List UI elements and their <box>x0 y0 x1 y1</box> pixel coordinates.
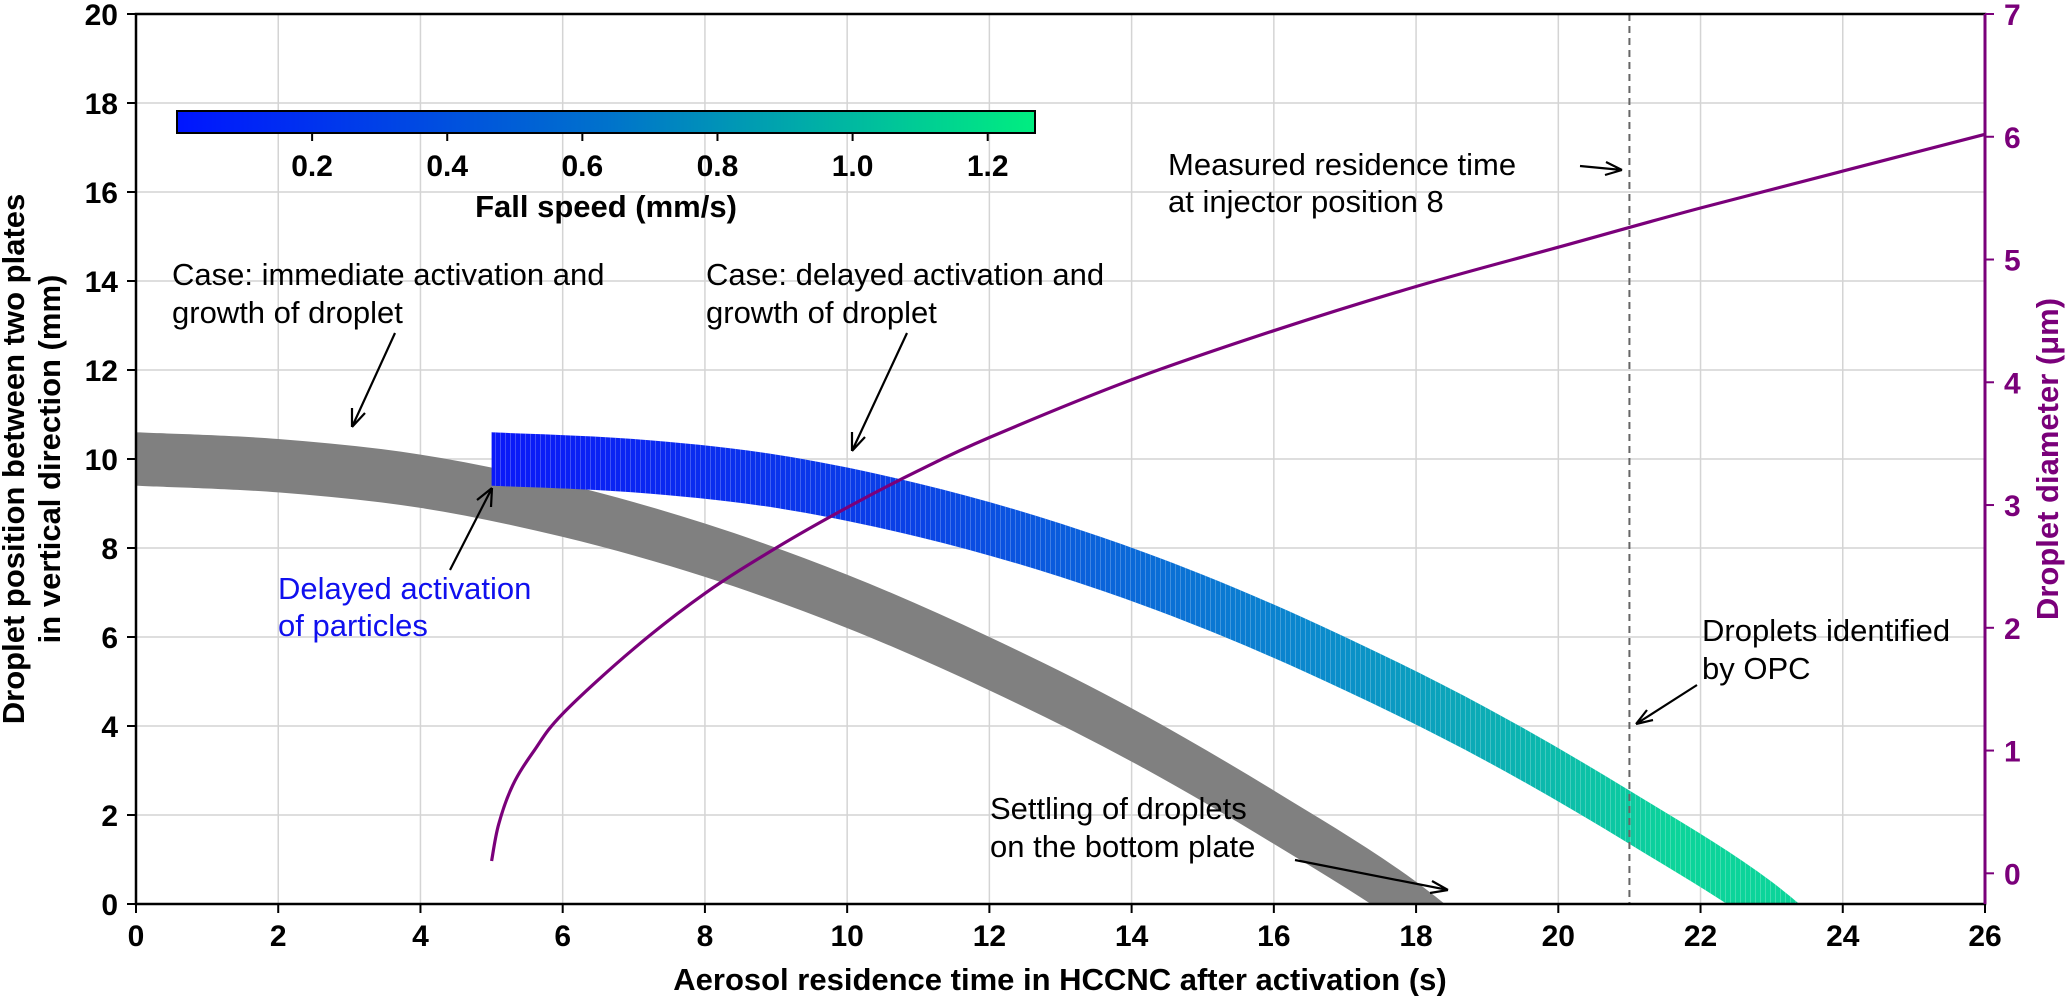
x-tick-label-3: 6 <box>554 920 571 953</box>
colorbar-tick-label-0: 0.2 <box>291 150 333 183</box>
x-tick-label-12: 24 <box>1826 920 1860 953</box>
colorbar-tick-label-1: 0.4 <box>426 150 468 183</box>
annotation-delayed-case-line2: growth of droplet <box>706 295 937 330</box>
annotation-measured-time-line1: Measured residence time <box>1168 147 1516 182</box>
right-tick-label-4: 4 <box>2004 367 2021 400</box>
arrow-delayed-case <box>850 332 908 452</box>
colorbar: 0.2 0.4 0.6 0.8 1.0 1.2 Fall speed (mm/s) <box>176 110 1036 224</box>
annotation-settling: Settling of droplets on the bottom plate <box>990 791 1255 864</box>
annotation-immediate: Case: immediate activation and growth of… <box>172 257 605 330</box>
colorbar-tick-label-4: 1.0 <box>832 150 874 183</box>
y-tick-label-3: 6 <box>101 622 118 655</box>
x-tick-label-13: 26 <box>1968 920 2001 953</box>
annotation-opc: Droplets identified by OPC <box>1702 613 1950 686</box>
y-axis-label-line1: Droplet position between two plates <box>0 194 31 724</box>
x-tick-label-10: 20 <box>1542 920 1575 953</box>
colorbar-ticks: 0.2 0.4 0.6 0.8 1.0 1.2 <box>291 133 1009 183</box>
arrow-opc <box>1635 684 1698 726</box>
annotation-measured-time-line2: at injector position 8 <box>1168 184 1444 219</box>
right-tick-label-7: 7 <box>2004 0 2021 32</box>
x-tick-label-6: 12 <box>973 920 1006 953</box>
annotation-delayed-activation: Delayed activation of particles <box>278 571 531 643</box>
annotation-opc-line1: Droplets identified <box>1702 613 1950 648</box>
band-delayed-activation <box>491 432 1800 904</box>
x-tick-label-8: 16 <box>1257 920 1290 953</box>
y-tick-label-2: 4 <box>101 711 118 744</box>
arrow-measured-time <box>1579 161 1623 177</box>
x-tick-label-1: 2 <box>270 920 287 953</box>
right-axis-ticks: 0 1 2 3 4 5 6 7 <box>1985 0 2021 891</box>
colorbar-bar <box>176 110 1036 134</box>
x-tick-label-11: 22 <box>1684 920 1717 953</box>
right-tick-label-1: 1 <box>2004 736 2021 769</box>
arrow-delayed-activation <box>449 487 494 571</box>
x-axis-ticks: 0 2 4 6 8 10 12 14 16 18 20 22 24 26 <box>128 904 2002 953</box>
y-tick-label-10: 20 <box>85 0 118 32</box>
y-tick-label-7: 14 <box>85 266 119 299</box>
annotation-immediate-line2: growth of droplet <box>172 295 403 330</box>
colorbar-tick-label-3: 0.8 <box>697 150 739 183</box>
x-tick-label-2: 4 <box>412 920 429 953</box>
right-tick-label-6: 6 <box>2004 122 2021 155</box>
x-tick-label-9: 18 <box>1399 920 1432 953</box>
colorbar-tick-label-5: 1.2 <box>967 150 1009 183</box>
y-tick-label-8: 16 <box>85 177 118 210</box>
right-tick-label-0: 0 <box>2004 858 2021 891</box>
arrow-immediate <box>350 332 397 428</box>
colorbar-label: Fall speed (mm/s) <box>475 189 737 224</box>
annotation-delayed-activation-line1: Delayed activation <box>278 571 531 606</box>
x-tick-label-4: 8 <box>697 920 714 953</box>
droplet-diameter-line <box>490 132 1985 862</box>
annotation-delayed-activation-line2: of particles <box>278 608 428 643</box>
x-axis-label: Aerosol residence time in HCCNC after ac… <box>673 962 1446 996</box>
annotation-opc-line2: by OPC <box>1702 651 1811 686</box>
y-tick-label-4: 8 <box>101 533 118 566</box>
y-axis-label-line2: in vertical direction (mm) <box>32 275 67 644</box>
y-tick-label-9: 18 <box>85 88 118 121</box>
right-tick-label-3: 3 <box>2004 490 2021 523</box>
annotation-delayed-case: Case: delayed activation and growth of d… <box>706 257 1104 330</box>
y-axis-ticks: 0 2 4 6 8 10 12 14 16 18 20 <box>85 0 136 922</box>
annotation-arrows <box>350 161 1698 895</box>
x-tick-label-0: 0 <box>128 920 145 953</box>
y-tick-label-1: 2 <box>101 800 118 833</box>
y-tick-label-6: 12 <box>85 355 118 388</box>
right-axis-label: Droplet diameter (μm) <box>2030 298 2065 620</box>
annotation-immediate-line1: Case: immediate activation and <box>172 257 605 292</box>
annotation-delayed-case-line1: Case: delayed activation and <box>706 257 1104 292</box>
right-tick-label-5: 5 <box>2004 245 2021 278</box>
right-tick-label-2: 2 <box>2004 613 2021 646</box>
arrow-settling <box>1294 858 1449 895</box>
y-tick-label-0: 0 <box>101 889 118 922</box>
y-tick-label-5: 10 <box>85 444 118 477</box>
annotation-measured-time: Measured residence time at injector posi… <box>1168 147 1516 219</box>
colorbar-tick-label-2: 0.6 <box>561 150 603 183</box>
band-immediate-activation <box>136 432 1445 904</box>
x-tick-label-5: 10 <box>830 920 863 953</box>
x-tick-label-7: 14 <box>1115 920 1149 953</box>
annotation-settling-line2: on the bottom plate <box>990 829 1255 864</box>
annotation-settling-line1: Settling of droplets <box>990 791 1247 826</box>
